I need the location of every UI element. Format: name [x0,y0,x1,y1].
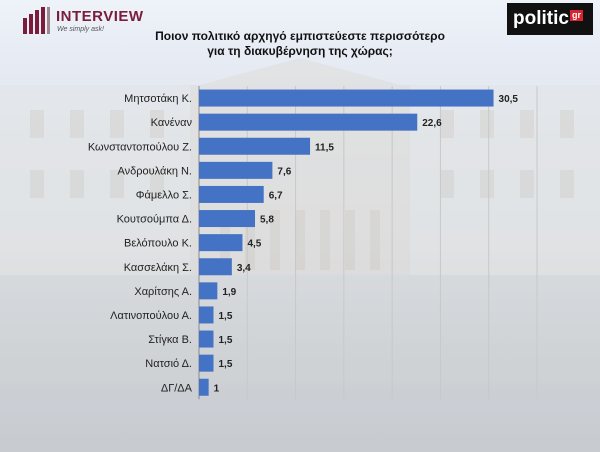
category-label: Νατσιό Δ. [145,358,192,370]
category-label: Φάμελλο Σ. [136,189,192,201]
value-label: 1,5 [218,335,232,346]
category-label: Κανέναν [151,117,193,129]
chart-bars [199,89,494,396]
value-label: 5,8 [260,215,274,226]
category-label: Κουτσούμπα Δ. [117,214,192,226]
value-label: 6,7 [269,190,283,201]
value-label: 30,5 [499,94,519,105]
category-label: Ανδρουλάκη Ν. [117,165,192,177]
category-label: Μητσοτάκη Κ. [124,93,192,105]
value-label: 3,4 [237,263,251,274]
chart-title: Ποιον πολιτικό αρχηγό εμπιστεύεστε περισ… [100,29,500,59]
category-label: Κωνσταντοπούλου Ζ. [88,141,192,153]
value-label: 7,6 [277,166,291,177]
interview-logo-mark-icon [23,7,50,34]
value-label: 1,5 [218,359,232,370]
bar-7 [199,234,243,252]
bar-4 [199,161,273,179]
politic-gr-logo: politic gr [507,3,593,35]
value-label: 22,6 [422,118,442,129]
value-label: 1 [214,383,220,394]
bar-5 [199,185,264,203]
interview-brand-name: INTERVIEW [56,8,144,25]
bar-13 [199,378,209,396]
bar-3 [199,137,311,155]
category-label: ΔΓ/ΔΑ [161,382,193,394]
bar-11 [199,330,214,348]
chart-labels: Μητσοτάκη Κ. 30,5 Κανέναν 22,6 Κωνσταντοπούλ… [88,93,519,394]
bar-2 [199,113,418,131]
bar-1 [199,89,494,107]
bar-12 [199,354,214,372]
bar-10 [199,306,214,324]
bar-8 [199,258,232,276]
value-label: 11,5 [315,142,334,153]
interview-logo: INTERVIEW We simply ask! [22,6,162,38]
chart-title-line-2: για τη διακυβέρνηση της χώρας; [207,44,393,58]
interview-tagline: We simply ask! [57,26,104,33]
category-label: Βελόπουλο Κ. [124,238,192,250]
category-label: Κασσελάκη Σ. [124,262,192,274]
category-label: Στίγκα Β. [148,334,192,346]
chart-title-line-1: Ποιον πολιτικό αρχηγό εμπιστεύεστε περισ… [155,29,445,43]
value-label: 4,5 [247,239,261,250]
publisher-name: politic [513,8,569,29]
publisher-suffix: gr [569,10,583,21]
bar-9 [199,282,218,300]
value-label: 1,9 [222,287,236,298]
value-label: 1,5 [218,311,232,322]
category-label: Λατινοπούλου Α. [110,310,192,322]
bar-6 [199,210,256,228]
category-label: Χαρίτσης Α. [134,286,192,298]
header: INTERVIEW We simply ask! politic gr [0,0,600,44]
